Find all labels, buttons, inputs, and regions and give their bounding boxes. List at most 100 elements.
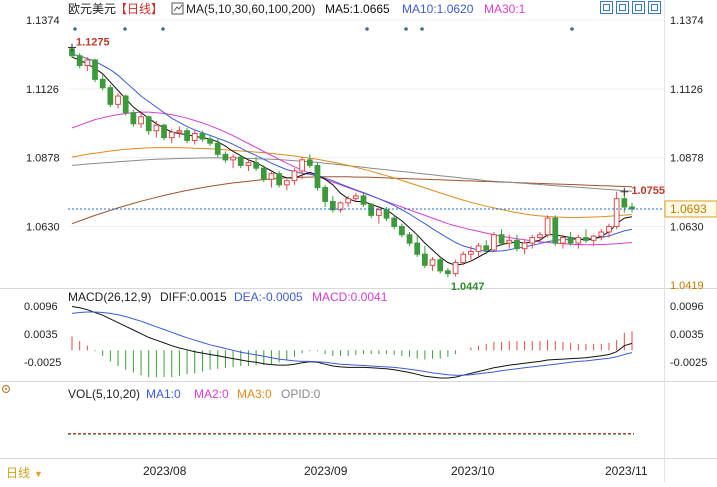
expand-icon[interactable] [600, 1, 613, 14]
candle-body [191, 132, 198, 141]
candle-body [567, 237, 574, 244]
x-label-nov: 2023/11 [605, 464, 648, 478]
candle [245, 159, 252, 171]
candle [107, 84, 114, 108]
ma10-value: MA10:1.0620 [402, 2, 474, 16]
recent-high-label: 1.0755 [631, 185, 665, 197]
price-grid [68, 19, 664, 227]
candle [130, 109, 137, 127]
candle-body [214, 142, 221, 155]
candle [161, 123, 167, 141]
candle [345, 195, 352, 208]
macd-y-tick: -0.0025 [24, 357, 61, 369]
candle [214, 139, 221, 158]
candle [445, 268, 451, 278]
bottom-price-label: 1.0419 [670, 280, 704, 292]
candle-body [368, 203, 375, 216]
candle [276, 170, 283, 188]
macd-histogram [71, 331, 633, 378]
candle [191, 130, 198, 145]
y-tick-label-right: 1.0630 [670, 221, 704, 233]
period-label: 【日线】 [115, 2, 163, 16]
candle-body [613, 198, 620, 227]
candle [414, 234, 421, 257]
candle [583, 229, 589, 244]
zoom-in-icon[interactable] [616, 1, 629, 14]
candle-body [590, 235, 597, 241]
panel-settings-icon[interactable] [1, 384, 11, 394]
event-markers[interactable] [73, 27, 574, 31]
y-tick-label: 1.0630 [26, 221, 60, 233]
candle [145, 115, 152, 135]
candle [567, 232, 574, 246]
low-price-label: 1.0447 [451, 281, 485, 293]
candle-body [345, 198, 352, 204]
candle [552, 215, 559, 246]
candle-body [544, 217, 551, 236]
zoom-out-icon[interactable] [632, 1, 645, 14]
ma100-line [71, 157, 633, 192]
y-tick-label-right: 1.1374 [670, 15, 704, 27]
candle [138, 112, 144, 128]
candle-body [606, 225, 612, 233]
candle-body [506, 239, 513, 244]
ma30-value: MA30:1 [484, 2, 526, 16]
y-tick-label: 1.1374 [26, 15, 60, 27]
candle [537, 232, 543, 244]
candle-body [460, 253, 467, 264]
candle-body [314, 164, 321, 189]
candle [260, 165, 267, 183]
ma-toggle-icon[interactable] [171, 2, 184, 15]
candle-body [322, 187, 329, 202]
vol-title[interactable]: VOL(5,10,20) [68, 387, 140, 401]
candle-body [429, 259, 436, 266]
candle-body [529, 237, 536, 244]
candle-body [222, 153, 229, 161]
candle-body [329, 200, 336, 211]
candle [391, 215, 398, 230]
period-switch[interactable]: 日线 ▼ [6, 464, 43, 481]
candle [329, 195, 336, 213]
candle-body [161, 124, 167, 139]
candle-body [207, 138, 213, 144]
macd-title[interactable]: MACD(26,12,9) [68, 290, 151, 304]
candle-body [299, 159, 306, 172]
candle [498, 229, 505, 246]
candle-body [337, 202, 344, 211]
x-label-sep: 2023/09 [304, 464, 348, 478]
candle [99, 75, 106, 91]
candle [560, 234, 566, 249]
candle-body [621, 198, 628, 208]
candle-body [230, 156, 236, 161]
candle [153, 121, 160, 138]
candle [521, 240, 528, 255]
candle-body [406, 234, 413, 244]
candle [460, 251, 467, 266]
candle-body [268, 173, 275, 180]
candle-body [153, 124, 160, 132]
candle-body [360, 195, 367, 205]
candle-body [552, 217, 559, 244]
high-marker [68, 43, 76, 52]
period-switch-label: 日线 [6, 466, 31, 480]
candle-body [468, 250, 474, 255]
candle-body [383, 209, 390, 219]
macd-y-tick: 0.0096 [24, 301, 58, 313]
x-label-oct: 2023/10 [451, 464, 495, 478]
y-tick-label-right: 1.0878 [670, 153, 704, 165]
vol-ma2: MA2:0 [194, 387, 229, 401]
candle-body [199, 132, 206, 140]
candle [176, 126, 183, 138]
candle [613, 191, 620, 230]
candle-body [115, 95, 121, 105]
macd-y-tick-right: 0.0096 [670, 301, 704, 313]
settings-icon[interactable] [648, 1, 661, 14]
candle-body [138, 116, 144, 125]
candle-body [76, 55, 83, 67]
candle-body [514, 239, 520, 250]
candle [299, 157, 306, 180]
ma-settings-label[interactable]: MA(5,10,30,60,100,200) [186, 2, 315, 16]
candle-body [291, 170, 298, 182]
candle [253, 157, 259, 171]
candle [629, 202, 635, 213]
